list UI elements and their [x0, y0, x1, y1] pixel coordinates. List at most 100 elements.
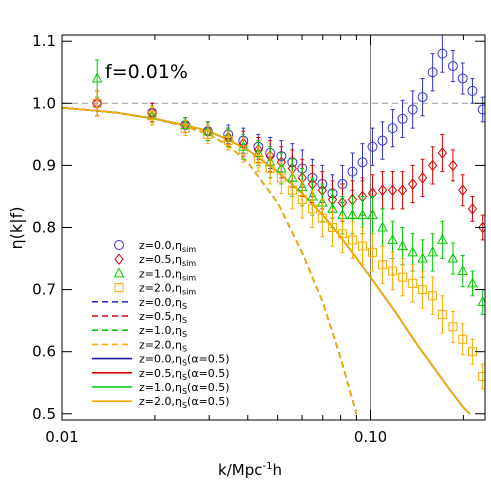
error-bar [440, 295, 445, 334]
annotation: f=0.01% [105, 61, 188, 83]
legend-name: z=2.0,η [139, 395, 182, 408]
marker [418, 285, 428, 295]
marker [437, 48, 448, 59]
error-bar [268, 152, 273, 185]
marker [367, 209, 378, 220]
x-tick-label: 0.10 [354, 428, 387, 446]
marker [417, 172, 428, 184]
legend-name: z=0.0,η [139, 296, 182, 309]
marker [357, 157, 368, 168]
legend-label: z=1.0,ηsim [139, 267, 196, 282]
plot-area [62, 35, 485, 420]
legend-tail: (α=0.5) [187, 367, 230, 380]
marker [377, 184, 388, 197]
legend: z=0.0,ηsimz=0.5,ηsimz=1.0,ηsimz=2.0,ηsim… [92, 239, 230, 410]
error-bar [400, 171, 405, 210]
marker [377, 135, 388, 146]
legend-name: z=1.0,η [139, 267, 182, 280]
marker [317, 213, 327, 223]
x-label-sup: -1 [262, 461, 272, 472]
error-bar [370, 195, 375, 235]
error-bar [360, 227, 365, 266]
marker [428, 159, 438, 172]
legend-sub: sim [182, 288, 196, 297]
marker [458, 334, 468, 344]
marker [223, 136, 233, 146]
error-bar [360, 143, 365, 182]
error-bar [256, 146, 261, 173]
marker [92, 98, 102, 108]
legend-name: z=2.0,η [139, 338, 182, 351]
error-bar [183, 120, 188, 137]
legend-tail: (α=0.5) [187, 395, 230, 408]
marker [437, 147, 448, 159]
error-bar [450, 310, 455, 343]
legend-label: z=0.5,ηS(α=0.5) [139, 367, 230, 382]
legend-sub: sim [182, 259, 196, 268]
error-bar [340, 214, 345, 253]
marker [448, 159, 458, 172]
marker [91, 72, 103, 83]
error-bar [420, 270, 425, 309]
x-label-main: k/Mpc [218, 461, 262, 479]
marker [448, 322, 458, 332]
error-bar [300, 180, 305, 219]
marker [347, 235, 357, 245]
error-bar [350, 220, 355, 260]
marker [276, 173, 286, 183]
marker [407, 246, 419, 257]
error-bar [450, 149, 455, 182]
marker [398, 272, 408, 282]
legend-label: z=0.0,ηS [139, 296, 187, 311]
error-bar [430, 233, 435, 272]
y-tick-label: 0.9 [32, 156, 56, 174]
error-bar [480, 96, 485, 123]
marker [467, 277, 478, 288]
marker [437, 309, 447, 319]
marker [458, 184, 468, 197]
error-bar [390, 251, 395, 291]
marker [428, 291, 438, 301]
marker [358, 241, 368, 251]
legend-sub: S [182, 316, 187, 325]
error-bar [400, 99, 405, 138]
marker [467, 85, 478, 96]
legend-sub: S [182, 330, 187, 339]
error-bar [440, 35, 445, 73]
marker [417, 252, 428, 263]
legend-label: z=1.0,ηS [139, 324, 187, 339]
legend-sub: S [182, 373, 187, 382]
marker [457, 264, 469, 275]
y-tick-label: 0.8 [32, 219, 56, 237]
y-tick-label: 0.7 [32, 281, 56, 299]
legend-label: z=0.5,ηsim [139, 253, 196, 268]
error-bar [480, 289, 485, 315]
legend-name: z=2.0,η [139, 282, 182, 295]
error-bar [450, 242, 455, 275]
marker [147, 111, 157, 121]
legend-sub: sim [182, 273, 196, 282]
y-tick-label: 1.1 [32, 32, 56, 50]
marker [417, 92, 428, 103]
marker [203, 129, 213, 139]
marker [114, 240, 124, 250]
legend-tail: (α=0.5) [187, 381, 230, 394]
error-bar [390, 171, 395, 210]
error-bar [310, 189, 315, 228]
legend-name: z=1.0,η [139, 381, 182, 394]
error-bar [430, 276, 435, 315]
error-bar [450, 50, 455, 83]
error-bar [430, 53, 435, 92]
error-bar [330, 208, 335, 247]
error-bar [470, 338, 475, 365]
marker [437, 233, 448, 244]
marker [253, 154, 263, 164]
error-bar [470, 270, 475, 297]
legend-name: z=0.0,η [139, 353, 182, 366]
marker [113, 267, 125, 278]
marker [397, 184, 408, 197]
x-tick-label: 0.01 [45, 428, 78, 446]
legend-label: z=0.0,ηS(α=0.5) [139, 353, 230, 368]
legend-label: z=2.0,ηsim [139, 282, 196, 297]
legend-label: z=2.0,ηS [139, 338, 187, 353]
